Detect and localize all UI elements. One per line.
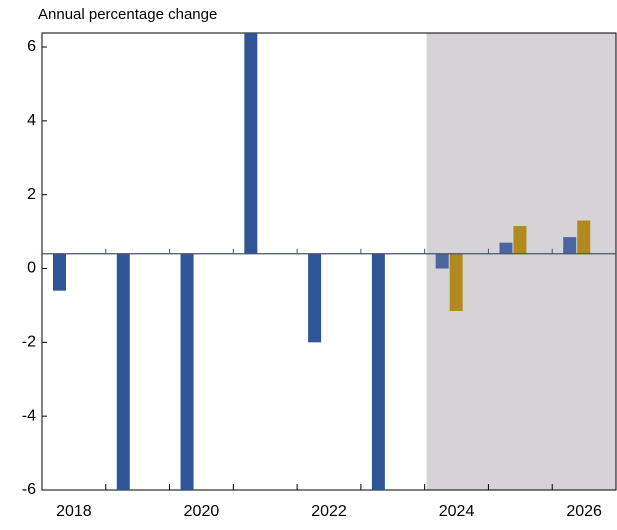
y-tick-label: 2 (27, 186, 36, 203)
bar (308, 253, 322, 343)
bar (244, 33, 258, 254)
y-tick-label: 4 (27, 112, 36, 129)
y-tick-label: 6 (27, 38, 36, 55)
bar (180, 253, 194, 490)
x-tick-label: 2024 (439, 503, 475, 520)
bar (53, 253, 66, 291)
bar (449, 253, 463, 311)
y-axis-label: Annual percentage change (38, 6, 217, 23)
bar (577, 220, 591, 254)
y-tick-label: -4 (22, 407, 36, 424)
bar (563, 237, 577, 254)
y-tick-label: -6 (22, 481, 36, 498)
bar (513, 226, 527, 254)
x-tick-label: 2020 (184, 503, 220, 520)
bar (499, 242, 513, 254)
x-tick-label: 2022 (311, 503, 347, 520)
x-tick-label: 2018 (56, 503, 92, 520)
plot-frame (41, 32, 617, 491)
y-tick-label: -2 (22, 334, 36, 351)
bar (435, 253, 449, 269)
bar (116, 253, 130, 490)
y-tick-label: 0 (27, 260, 36, 277)
x-tick-label: 2026 (566, 503, 602, 520)
bar (371, 253, 385, 490)
